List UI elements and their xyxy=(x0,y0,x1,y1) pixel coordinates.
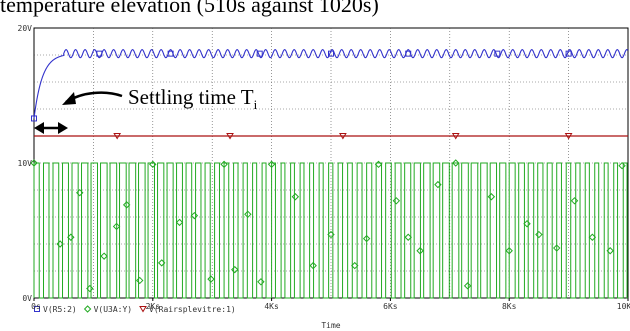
legend-entry: V(Rairsplevitre:1) xyxy=(149,305,236,314)
legend: V(R5:2) V(U3A:Y) V(Rairsplevitre:1) xyxy=(43,305,236,314)
legend-entry: V(R5:2) xyxy=(43,305,77,314)
series-marker-vu3a xyxy=(56,240,64,248)
series-marker-vu3a xyxy=(392,197,401,205)
series-marker-vr5 xyxy=(494,50,501,57)
series-marker-vrair xyxy=(338,133,347,140)
series-marker-vr5 xyxy=(96,50,103,57)
series-marker-vrair xyxy=(226,133,234,140)
series-marker-vr5 xyxy=(31,115,37,122)
y-tick-label: 0V xyxy=(22,294,32,303)
series-marker-vu3a xyxy=(30,159,38,167)
series-marker-vu3a xyxy=(100,252,108,260)
annotation-label: Settling time Ti xyxy=(128,85,257,113)
series-marker-vu3a xyxy=(452,159,460,167)
series-marker-vu3a xyxy=(570,197,579,205)
series-marker-vu3a xyxy=(618,161,626,170)
y-tick-label: 20V xyxy=(18,24,33,33)
series-marker-vu3a xyxy=(327,230,335,239)
series-marker-vu3a xyxy=(291,193,300,201)
series-marker-vu3a xyxy=(136,276,144,285)
series-marker-vu3a xyxy=(404,233,412,241)
annotation-text: Settling time T xyxy=(128,85,254,109)
annotation-subscript: i xyxy=(253,97,258,113)
legend-marker xyxy=(83,305,92,313)
x-axis-label: Time xyxy=(321,321,340,330)
legend-marker xyxy=(34,306,40,312)
legend-entry: V(U3A:Y) xyxy=(94,305,133,314)
series-marker-vu3a xyxy=(416,247,424,255)
x-tick-label: 4Ks xyxy=(264,302,279,311)
series-marker-vu3a xyxy=(231,265,239,274)
markers-layer xyxy=(30,50,626,313)
series-marker-vu3a xyxy=(257,278,265,286)
x-tick-label: 0s xyxy=(31,302,41,311)
settling-span-arrow xyxy=(34,122,68,134)
series-marker-vr5 xyxy=(256,50,263,57)
series-marker-vr5 xyxy=(328,50,334,57)
series-marker-vu3a xyxy=(86,284,94,293)
series-marker-vu3a xyxy=(523,220,531,228)
settling-time-arrow xyxy=(62,91,123,105)
series-marker-vu3a xyxy=(244,210,252,219)
series-marker-vr5 xyxy=(167,50,174,57)
x-tick-label: 2Ks xyxy=(146,302,161,311)
series-marker-vu3a xyxy=(434,180,442,189)
series-marker-vu3a xyxy=(505,247,513,255)
series-marker-vrair xyxy=(113,133,122,140)
series-marker-vu3a xyxy=(463,282,472,290)
series-marker-vu3a xyxy=(67,233,75,241)
series-marker-vrair xyxy=(451,133,460,140)
series-marker-vu3a xyxy=(158,259,166,267)
series-marker-vu3a xyxy=(190,211,199,220)
series-marker-vu3a xyxy=(76,188,84,197)
series-marker-vu3a xyxy=(175,218,184,227)
figure-caption: temperature elevation (510s against 1020… xyxy=(0,0,379,17)
axis-ticks: 0s 2Ks 4Ks 6Ks 8Ks 10K 0V 10V 20V xyxy=(18,24,630,311)
series-marker-vu3a xyxy=(309,261,317,270)
legend-marker xyxy=(139,306,147,313)
series-marker-vu3a xyxy=(362,234,371,243)
x-tick-label: 10K xyxy=(617,302,630,311)
series-marker-vu3a xyxy=(535,230,543,239)
series-marker-vu3a xyxy=(267,160,276,169)
series-line-vu3a xyxy=(33,162,628,299)
series-marker-vu3a xyxy=(553,244,561,252)
series-marker-vu3a xyxy=(207,275,215,283)
x-tick-label: 8Ks xyxy=(502,302,517,311)
series-marker-vu3a xyxy=(122,201,131,209)
series-marker-vu3a xyxy=(351,261,359,270)
x-tick-label: 6Ks xyxy=(383,302,398,311)
series-marker-vr5 xyxy=(565,50,572,57)
series-marker-vu3a xyxy=(588,233,597,241)
series-marker-vu3a xyxy=(374,160,383,169)
series-marker-vu3a xyxy=(606,247,614,255)
series-marker-vu3a xyxy=(112,222,121,231)
y-tick-label: 10V xyxy=(18,159,33,168)
series-marker-vu3a xyxy=(220,160,228,169)
series-marker-vrair xyxy=(564,133,573,140)
series-marker-vr5 xyxy=(405,50,412,57)
series-marker-vu3a xyxy=(149,160,157,169)
series-marker-vu3a xyxy=(487,193,496,201)
